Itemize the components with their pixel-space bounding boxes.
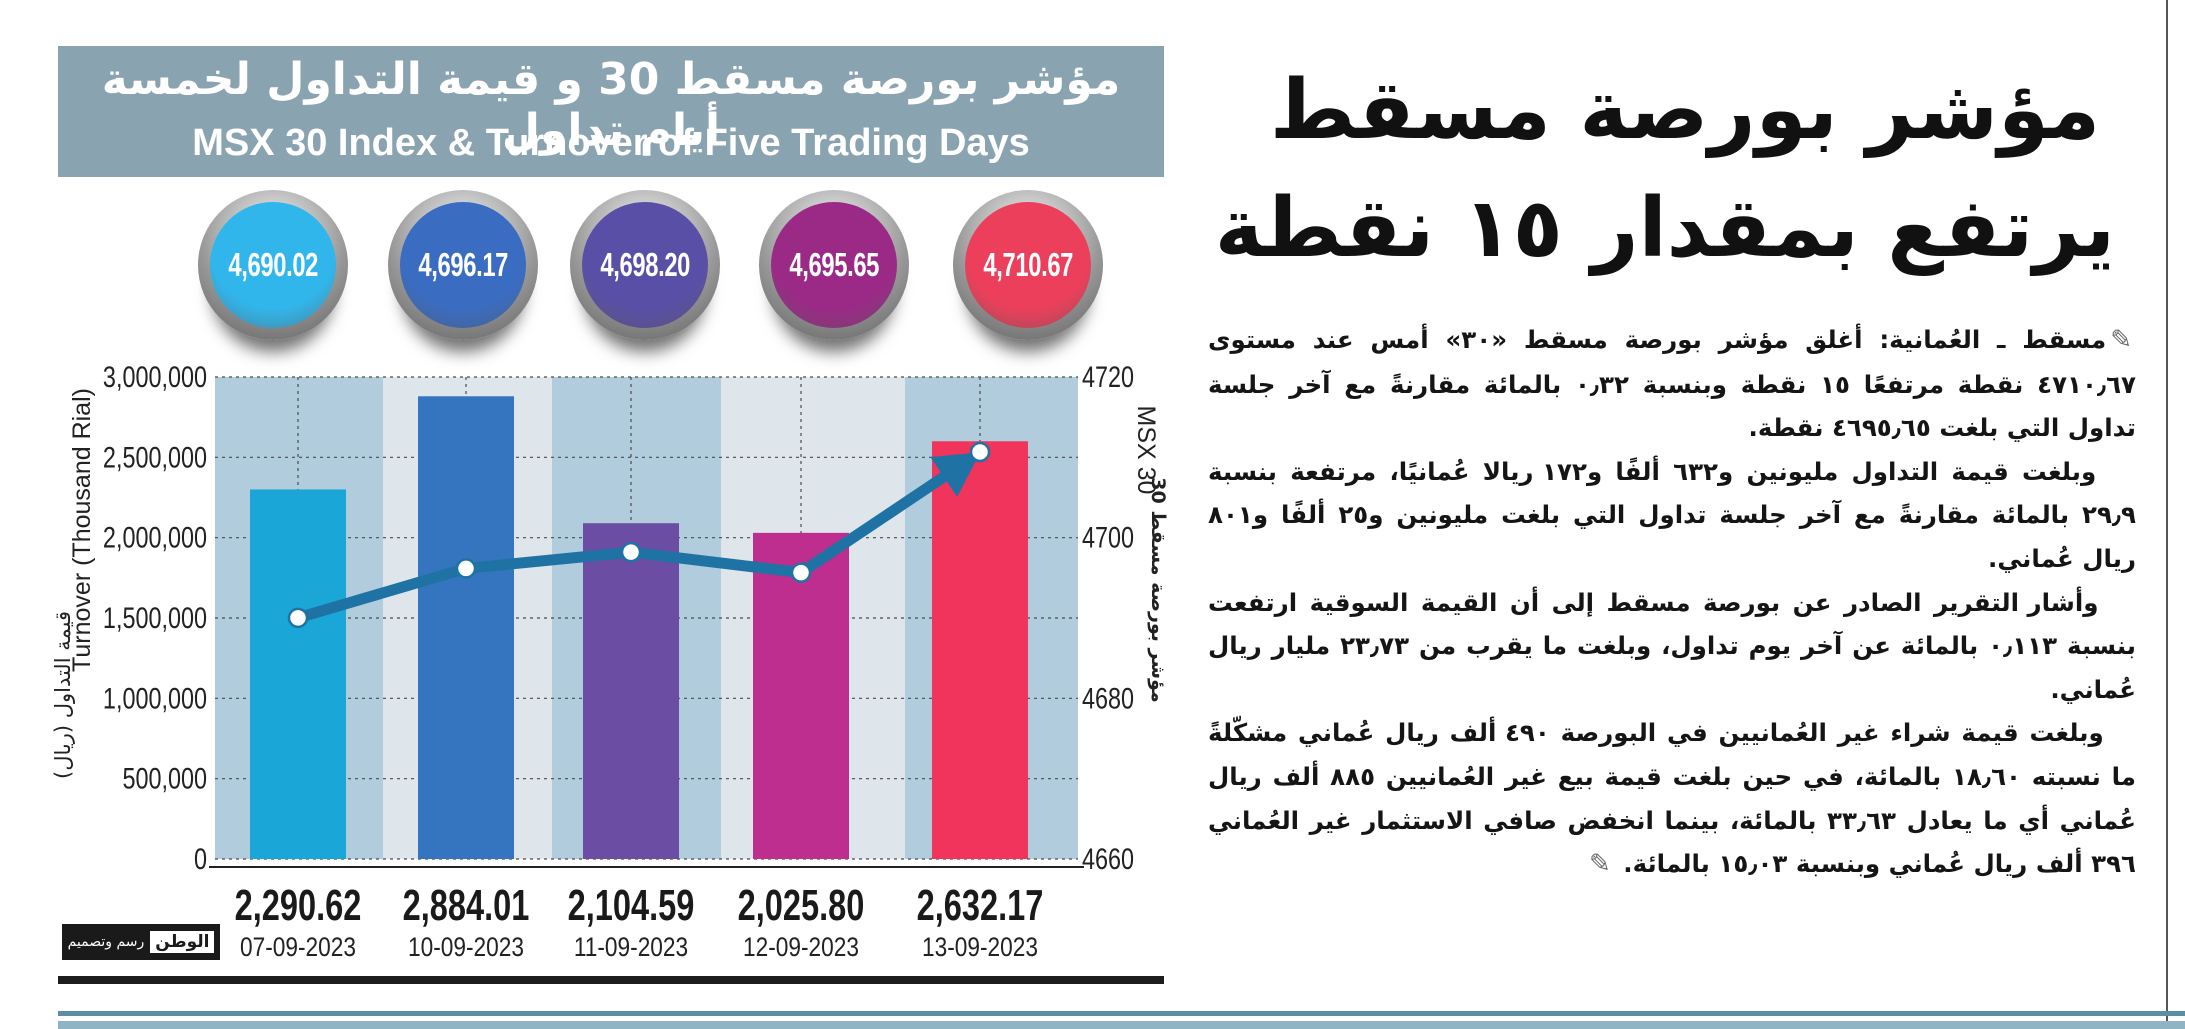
index-bubble: 4,710.67: [953, 190, 1103, 340]
article-body: ✎مسقط ـ العُمانية: أغلق مؤشر بورصة مسقط …: [1208, 318, 2136, 887]
index-bubble: 4,696.17: [388, 190, 538, 340]
date-label: 07-09-2023: [240, 932, 356, 962]
chart-title-english: MSX 30 Index & Turnover of Five Trading …: [192, 122, 1030, 164]
index-point: [969, 441, 991, 463]
y-right-tick-label: 4700: [1082, 521, 1134, 554]
y-left-tick-label: 2,500,000: [103, 441, 207, 474]
index-bubble: 4,695.65: [759, 190, 909, 340]
logo-name: الوطن: [150, 931, 215, 953]
headline-line-1: مؤشر بورصة مسقط: [1269, 63, 2101, 158]
quill-icon: ✎: [2110, 325, 2133, 355]
index-arrowhead: [930, 452, 981, 497]
index-bubble-value: 4,690.02: [228, 246, 318, 283]
index-bubble-face: 4,695.65: [771, 202, 897, 328]
column-divider: [2166, 0, 2168, 1029]
article-headline: مؤشر بورصة مسقط يرتفع بمقدار ١٥ نقطة: [1214, 52, 2115, 288]
y-left-tick-label: 3,000,000: [103, 360, 207, 393]
y-right-tick-label: 4680: [1082, 682, 1134, 715]
y-right-tick-label: 4720: [1082, 360, 1134, 393]
index-bubble-face: 4,690.02: [210, 202, 336, 328]
index-point: [287, 607, 309, 629]
y-left-axis-title-arabic: قيمة التداول (ريال): [51, 611, 75, 779]
y-left-tick-label: 1,000,000: [103, 682, 207, 715]
turnover-index-chart: 0 500,000 1,000,000 1,500,000 2,000,000 2,500…: [51, 360, 1169, 962]
y-left-tick-label: 500,000: [122, 762, 207, 795]
index-bubble-value: 4,696.17: [418, 246, 508, 283]
turnover-value-label: 2,632.17: [917, 881, 1044, 930]
quill-icon: ✎: [1588, 849, 1611, 880]
turnover-value-label: 2,290.62: [235, 881, 362, 930]
headline-line-2: يرتفع بمقدار ١٥ نقطة: [1214, 181, 2115, 276]
index-point: [790, 562, 812, 583]
index-bubble-face: 4,698.20: [582, 202, 708, 328]
index-point: [455, 558, 477, 579]
turnover-value-label: 2,884.01: [403, 881, 530, 930]
logo-credit: رسم وتصميم: [67, 934, 145, 950]
index-bubble-value: 4,695.65: [789, 246, 879, 283]
turnover-value-label: 2,104.59: [568, 881, 695, 930]
chart-title-arabic: مؤشر بورصة مسقط 30 و قيمة التداول لخمسة …: [101, 54, 1121, 156]
chart-bottom-bar: [58, 976, 1164, 984]
date-label: 10-09-2023: [408, 932, 524, 962]
date-label: 11-09-2023: [574, 932, 688, 962]
y-left-tick-label: 0: [194, 842, 207, 875]
turnover-bar: [418, 396, 514, 859]
page-bottom-rule: [58, 1011, 2185, 1016]
turnover-bar: [932, 441, 1028, 859]
y-right-axis-title-arabic: مؤشر بورصة مسقط 30: [1147, 477, 1169, 702]
newspaper-logo: الوطن رسم وتصميم: [62, 924, 220, 960]
date-label: 13-09-2023: [922, 932, 1038, 962]
turnover-value-label: 2,025.80: [738, 881, 865, 930]
page-bottom-rule-secondary: [58, 1021, 2185, 1029]
y-right-axis-title: MSX 30: [1132, 406, 1160, 495]
index-bubble-value: 4,710.67: [983, 246, 1073, 283]
date-label: 12-09-2023: [743, 932, 859, 962]
index-point: [620, 541, 642, 563]
y-left-axis-title: Turnover (Thousand Rial): [68, 388, 96, 672]
y-left-tick-label: 2,000,000: [103, 521, 207, 554]
y-right-tick-label: 4660: [1082, 842, 1134, 875]
turnover-bar: [583, 523, 679, 859]
article-paragraph-4: وبلغت قيمة شراء غير العُمانيين في البورص…: [1208, 711, 2136, 886]
article-paragraph-2: وبلغت قيمة التداول مليونين و٦٣٢ ألفًا و١…: [1208, 456, 2136, 573]
article-paragraph-3: وأشار التقرير الصادر عن بورصة مسقط إلى أ…: [1208, 587, 2137, 704]
chart-title-band: مؤشر بورصة مسقط 30 و قيمة التداول لخمسة …: [58, 46, 1164, 177]
index-bubble: 4,690.02: [198, 190, 348, 340]
index-bubble-face: 4,696.17: [400, 202, 526, 328]
index-bubble-value: 4,698.20: [600, 246, 690, 283]
index-bubble-face: 4,710.67: [965, 202, 1091, 328]
infographic: مؤشر بورصة مسقط 30 و قيمة التداول لخمسة …: [51, 46, 1169, 984]
index-bubble: 4,698.20: [570, 190, 720, 340]
y-left-tick-label: 1,500,000: [103, 601, 207, 634]
article-paragraph-1: ✎مسقط ـ العُمانية: أغلق مؤشر بورصة مسقط …: [1208, 318, 2136, 450]
turnover-bar: [250, 489, 346, 859]
turnover-bar: [753, 532, 849, 859]
